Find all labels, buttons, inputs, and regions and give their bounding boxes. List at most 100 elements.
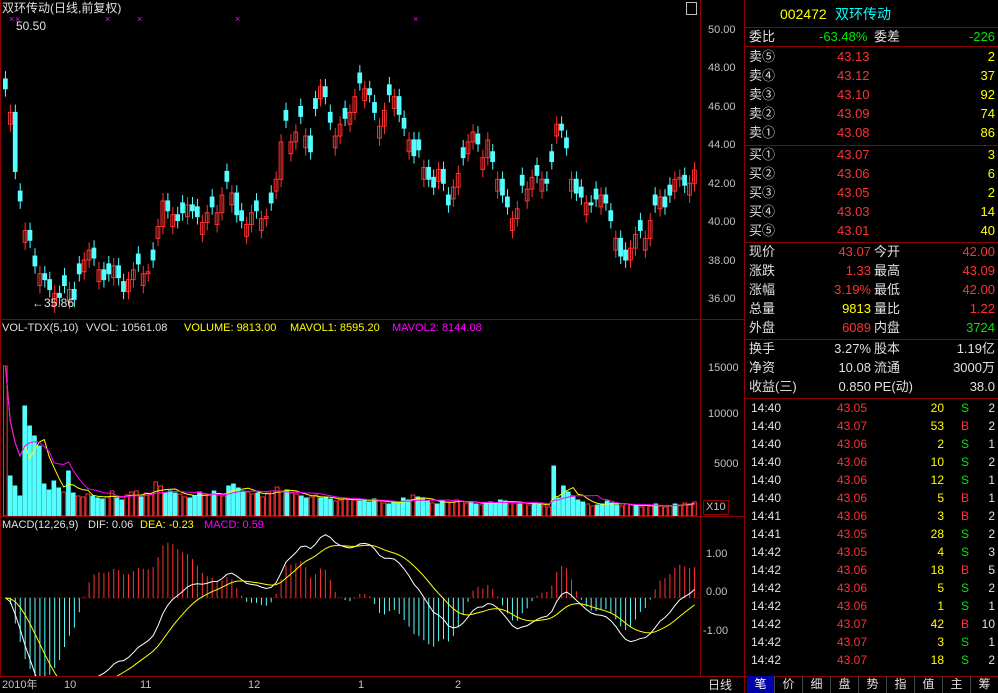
stat-label: 现价 <box>749 244 776 259</box>
tick-count: 2 <box>988 419 995 433</box>
stat-value: 3.19% <box>834 282 871 297</box>
tick-row[interactable]: 14:41 43.05 28 S 2 <box>747 525 997 543</box>
bid-row[interactable]: 买① 43.07 3 <box>747 146 997 164</box>
bottom-tab[interactable]: 笔 <box>747 676 775 693</box>
bottom-tab[interactable]: 值 <box>915 676 943 693</box>
volume-value: VOLUME: 9813.00 <box>184 322 277 334</box>
volume-bar <box>22 405 28 516</box>
chart-area[interactable]: 双环传动(日线,前复权) 50.00 48.00 46.00 44.00 42.… <box>0 0 745 693</box>
candle-body <box>652 194 658 206</box>
stat-label: 内盘 <box>874 320 901 335</box>
stat-value: 3.27% <box>834 341 871 356</box>
bid-row[interactable]: 买③ 43.05 2 <box>747 184 997 202</box>
level-volume: 74 <box>980 106 995 121</box>
ask-row[interactable]: 卖④ 43.12 37 <box>747 67 997 85</box>
tick-row[interactable]: 14:42 43.06 5 S 2 <box>747 579 997 597</box>
candle-body <box>303 135 308 149</box>
tick-volume: 18 <box>930 653 944 667</box>
ask-row[interactable]: 卖① 43.08 86 <box>747 124 997 142</box>
candle-body <box>406 139 412 153</box>
tick-row[interactable]: 14:40 43.06 5 B 1 <box>747 489 997 507</box>
candle-body <box>687 182 692 196</box>
bottom-tab[interactable]: 势 <box>859 676 887 693</box>
candle-body <box>170 214 176 228</box>
tick-row[interactable]: 14:42 43.07 3 S 1 <box>747 633 997 651</box>
candle-body <box>460 147 466 159</box>
stat-row: 收益(三) 0.850 PE(动) 38.0 <box>747 378 997 396</box>
volume-bar <box>333 500 338 516</box>
candle-body <box>12 111 18 172</box>
volume-bar <box>444 501 450 516</box>
volume-bar <box>245 491 251 516</box>
volume-bar <box>61 491 66 516</box>
macd-chart[interactable] <box>1 532 700 676</box>
volume-bar <box>692 501 697 516</box>
candle-body <box>455 172 461 188</box>
candle-body <box>214 212 220 226</box>
volume-bar <box>313 494 319 516</box>
bottom-tab[interactable]: 主 <box>943 676 971 693</box>
volume-bar <box>109 490 115 516</box>
volume-bar <box>488 501 493 516</box>
tick-row[interactable]: 14:40 43.06 12 S 1 <box>747 471 997 489</box>
stat-label: PE(动) <box>874 379 914 394</box>
tick-row[interactable]: 14:42 43.06 18 B 5 <box>747 561 997 579</box>
volume-bar <box>527 504 532 516</box>
volume-bar <box>648 505 654 516</box>
volume-bar <box>590 505 595 516</box>
bid-row[interactable]: 买④ 43.03 14 <box>747 203 997 221</box>
tick-row[interactable]: 14:40 43.06 2 S 1 <box>747 435 997 453</box>
candle-body <box>623 249 628 261</box>
tick-row[interactable]: 14:42 43.07 18 S 2 <box>747 651 997 669</box>
tick-time: 14:42 <box>751 563 782 577</box>
event-marker: × <box>105 14 110 24</box>
date-tick: 2 <box>455 679 462 691</box>
date-tick: 12 <box>248 679 261 691</box>
bottom-tab[interactable]: 盘 <box>831 676 859 693</box>
quote-panel <box>745 0 998 693</box>
volume-bar <box>90 495 96 516</box>
volume-bar <box>7 475 13 516</box>
candle-body <box>273 178 279 192</box>
candle-body <box>347 111 353 125</box>
volume-bar <box>12 485 18 516</box>
tick-row[interactable]: 14:40 43.07 53 B 2 <box>747 417 997 435</box>
candle-body <box>293 131 299 143</box>
macd-value: MACD: 0.59 <box>204 519 264 531</box>
bottom-tab[interactable]: 细 <box>803 676 831 693</box>
tick-row[interactable]: 14:41 43.06 3 B 2 <box>747 507 997 525</box>
volume-bar <box>274 486 280 516</box>
candle-body <box>160 200 166 228</box>
volume-bar <box>614 504 620 516</box>
tick-row[interactable]: 14:42 43.07 42 B 10 <box>747 615 997 633</box>
candle-body <box>135 253 141 265</box>
tick-row[interactable]: 14:40 43.06 10 S 2 <box>747 453 997 471</box>
tick-row[interactable]: 14:40 43.05 20 S 2 <box>747 399 997 417</box>
candle-body <box>569 178 574 192</box>
stat-label: 涨跌 <box>749 263 776 278</box>
vol-indicator-name[interactable]: VOL-TDX(5,10) <box>2 322 79 334</box>
candle-body <box>283 109 289 121</box>
volume-chart[interactable] <box>1 336 700 516</box>
period-tab[interactable]: 日线 <box>708 678 733 692</box>
macd-indicator-name[interactable]: MACD(12,26,9) <box>2 519 79 531</box>
ask-row[interactable]: 卖③ 43.10 92 <box>747 86 997 104</box>
bottom-tab[interactable]: 价 <box>775 676 803 693</box>
tick-direction: S <box>961 581 970 595</box>
tick-row[interactable]: 14:42 43.05 4 S 3 <box>747 543 997 561</box>
bottom-tab[interactable]: 指 <box>887 676 915 693</box>
ask-row[interactable]: 卖② 43.09 74 <box>747 105 997 123</box>
volume-bar <box>70 492 76 516</box>
volume-bar <box>507 501 513 516</box>
bid-row[interactable]: 买⑤ 43.01 40 <box>747 222 997 240</box>
candle-body <box>249 212 254 226</box>
tick-row[interactable]: 14:42 43.06 1 S 1 <box>747 597 997 615</box>
volume-bar <box>172 492 178 516</box>
bottom-tab[interactable]: 筹 <box>971 676 998 693</box>
volume-bar <box>134 490 139 516</box>
ask-row[interactable]: 卖⑤ 43.13 2 <box>747 48 997 66</box>
bid-row[interactable]: 买② 43.06 6 <box>747 165 997 183</box>
candle-body <box>313 98 318 109</box>
candlestick-chart[interactable]: × × × × × × <box>1 14 700 319</box>
maximize-icon[interactable] <box>686 2 697 15</box>
